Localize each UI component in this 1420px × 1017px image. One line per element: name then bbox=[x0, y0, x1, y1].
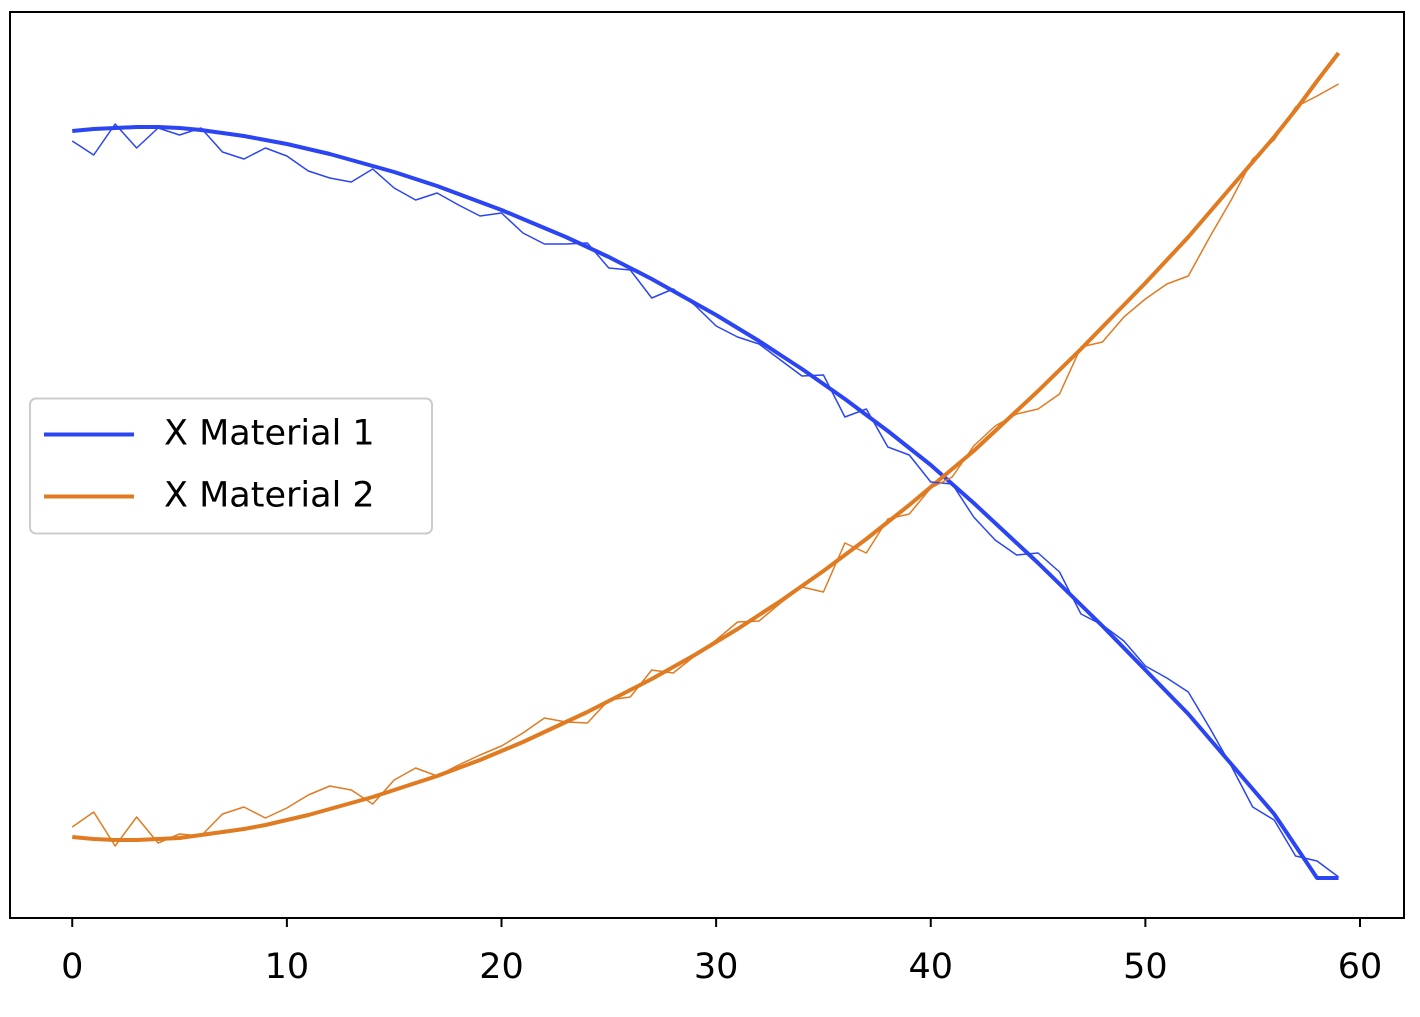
legend-box bbox=[29, 397, 433, 535]
legend-label: X Material 2 bbox=[164, 476, 375, 516]
x-tick-label: 60 bbox=[1338, 947, 1383, 987]
x-tick-label: 10 bbox=[265, 947, 310, 987]
legend: X Material 1 X Material 2 bbox=[29, 397, 433, 535]
plot-frame bbox=[9, 11, 1405, 919]
x-tick-label: 30 bbox=[694, 947, 739, 987]
x-tick-label: 50 bbox=[1123, 947, 1168, 987]
series-line bbox=[71, 83, 1339, 847]
x-tick-label: 0 bbox=[61, 947, 83, 987]
x-tick-label: 20 bbox=[479, 947, 524, 987]
series-line bbox=[72, 125, 1339, 880]
legend-label: X Material 1 bbox=[164, 414, 375, 454]
series-line bbox=[71, 123, 1339, 878]
x-tick-label: 40 bbox=[908, 947, 953, 987]
